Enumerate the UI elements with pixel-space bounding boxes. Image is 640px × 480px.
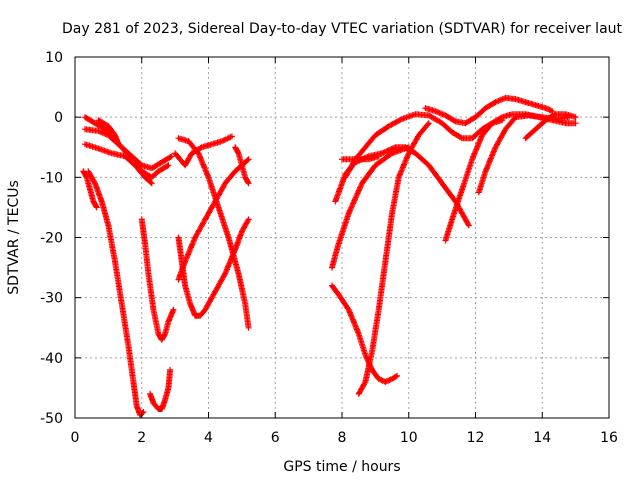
series-arc-19 (342, 111, 506, 181)
x-axis-label: GPS time / hours (283, 459, 400, 475)
series-markers (82, 141, 155, 187)
y-tick-label: 0 (54, 110, 63, 126)
x-tick-label: 6 (271, 430, 280, 446)
x-tick-label: 16 (600, 430, 618, 446)
y-tick-label: -20 (40, 231, 63, 247)
series-markers (138, 216, 177, 343)
series-arc-23 (522, 111, 579, 142)
series-markers (95, 117, 122, 148)
series-arc-20 (422, 94, 556, 127)
series-arc-5 (80, 168, 100, 211)
y-tick-label: 10 (45, 50, 63, 66)
series-markers (329, 144, 412, 271)
series-arc-18 (355, 120, 432, 397)
series-markers (175, 135, 252, 331)
series-arc-12 (175, 216, 252, 319)
series-arc-15 (329, 144, 412, 271)
series-arc-11 (175, 156, 252, 283)
series-arc-17 (329, 282, 401, 385)
x-tick-label: 10 (400, 430, 418, 446)
series-markers (85, 168, 147, 418)
x-tick-label: 14 (533, 430, 551, 446)
series-arc-8 (147, 366, 174, 412)
series-markers (80, 168, 100, 211)
x-tick-label: 0 (71, 430, 80, 446)
series-arc-7 (138, 216, 177, 343)
y-axis-label: SDTVAR / TECUs (6, 180, 22, 295)
series-markers (522, 111, 579, 142)
data-series (80, 94, 579, 418)
series-markers (475, 112, 572, 196)
y-tick-label: -30 (40, 291, 63, 307)
x-tick-label: 2 (137, 430, 146, 446)
series-markers (175, 156, 252, 283)
series-arc-9 (172, 133, 235, 169)
series-arc-4 (95, 117, 122, 148)
series-markers (342, 111, 506, 181)
series-markers (232, 144, 252, 187)
series-arc-13 (232, 144, 252, 187)
series-markers (172, 133, 235, 169)
series-arc-6 (85, 168, 147, 418)
series-arc-3 (82, 141, 155, 187)
x-tick-label: 12 (467, 430, 485, 446)
y-tick-label: -50 (40, 411, 63, 427)
chart-title: Day 281 of 2023, Sidereal Day-to-day VTE… (62, 21, 623, 37)
series-markers (422, 94, 556, 127)
series-arc-10 (175, 135, 252, 331)
x-tick-label: 4 (204, 430, 213, 446)
series-markers (175, 216, 252, 319)
series-markers (329, 282, 401, 385)
y-tick-label: -40 (40, 351, 63, 367)
series-markers (147, 366, 174, 412)
axis-ticks: 0 2 4 6 8 10 12 14 16 -50 -40 -30 -20 -10 0 10 (40, 50, 618, 446)
y-tick-label: -10 (40, 170, 63, 186)
x-tick-label: 8 (338, 430, 347, 446)
series-arc-22 (475, 112, 572, 196)
series-markers (355, 120, 432, 397)
